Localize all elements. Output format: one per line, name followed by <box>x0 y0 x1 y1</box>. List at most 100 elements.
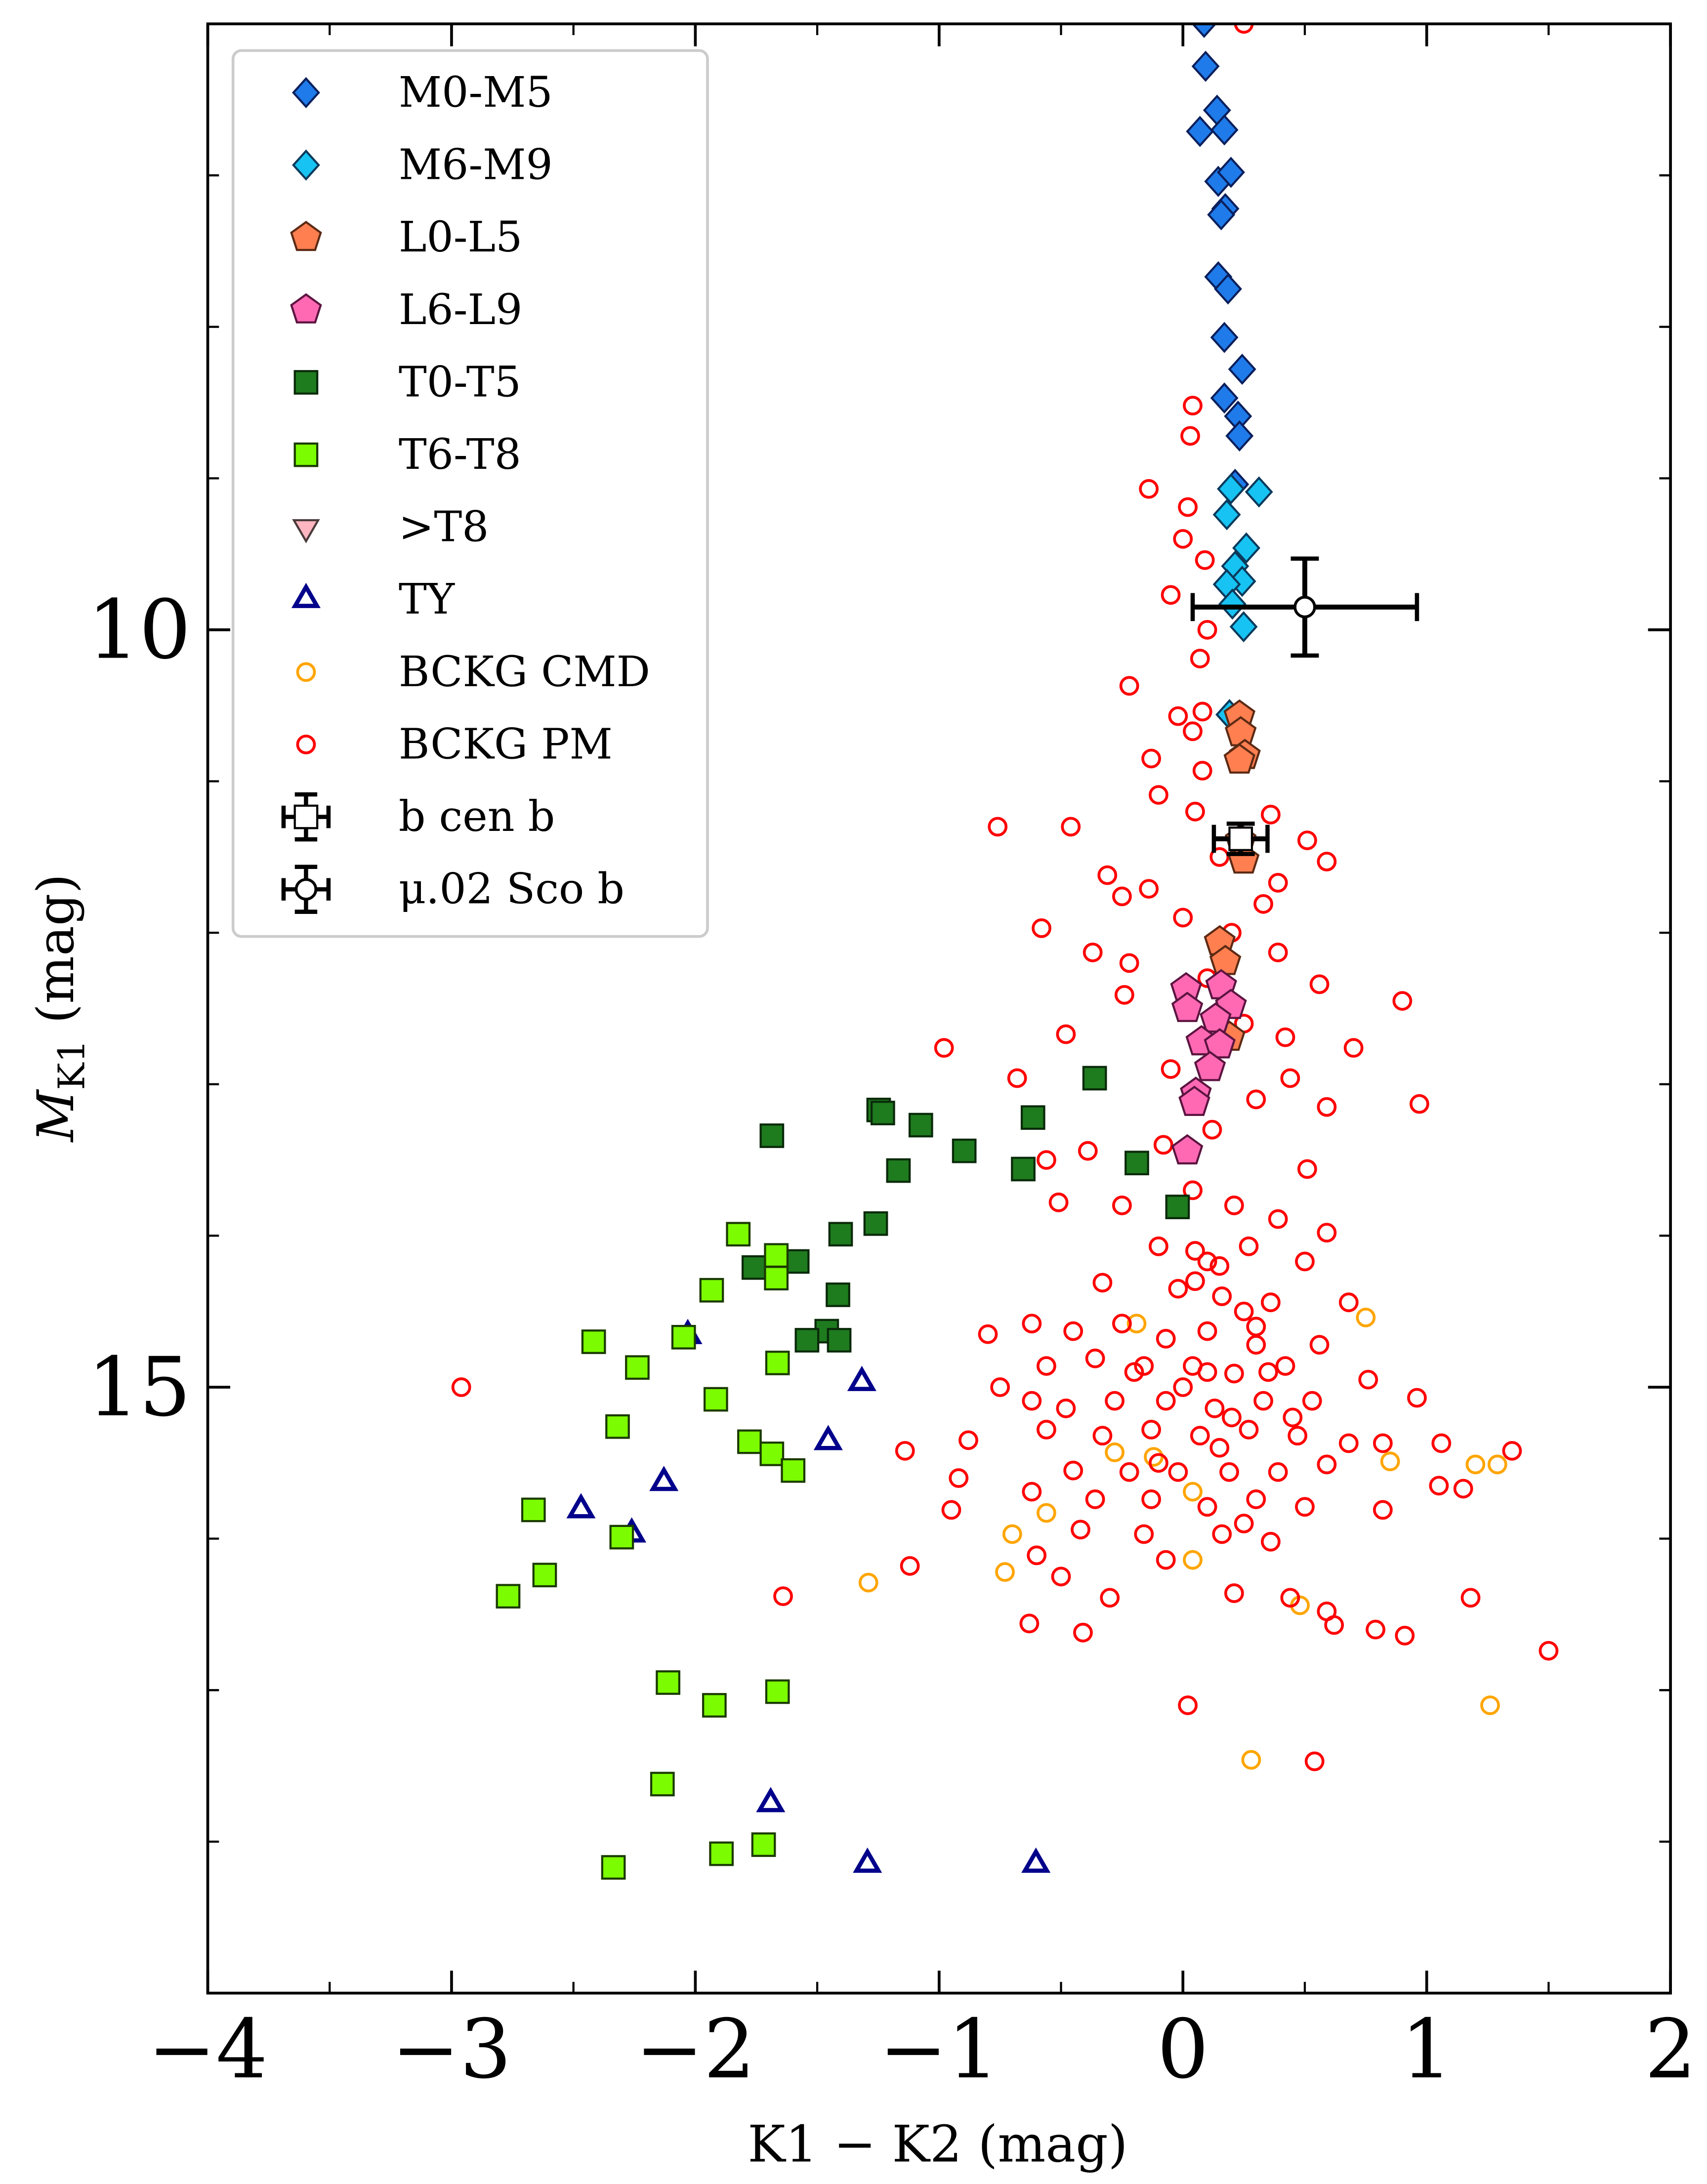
point <box>1460 1588 1481 1608</box>
point <box>765 1679 790 1704</box>
point <box>1407 1388 1427 1408</box>
point <box>1168 706 1188 726</box>
point <box>1373 1433 1393 1453</box>
point <box>781 1458 806 1483</box>
legend-marker <box>290 220 322 251</box>
point <box>1197 619 1217 640</box>
point <box>1061 817 1081 837</box>
point <box>1239 1236 1259 1256</box>
point <box>625 1355 650 1380</box>
point <box>1020 1105 1045 1130</box>
point <box>1224 1195 1244 1215</box>
point <box>1105 1391 1124 1411</box>
legend-marker <box>292 519 320 543</box>
point <box>1002 1524 1022 1544</box>
point <box>1224 1583 1244 1603</box>
point <box>1465 1454 1486 1475</box>
point <box>1149 1453 1168 1473</box>
point <box>1229 611 1258 643</box>
point <box>1453 1479 1473 1499</box>
point <box>1112 1314 1132 1334</box>
point <box>1191 50 1220 82</box>
point <box>1178 1695 1198 1715</box>
point <box>709 1841 734 1866</box>
point <box>1183 396 1203 415</box>
point <box>737 1429 762 1454</box>
point <box>1210 322 1239 353</box>
point <box>1253 1391 1273 1411</box>
point <box>702 1693 727 1718</box>
point <box>1183 1550 1203 1570</box>
point <box>1280 1588 1300 1608</box>
point <box>1409 1094 1429 1114</box>
point <box>1105 1442 1124 1462</box>
legend-marker <box>296 735 316 754</box>
point <box>609 1525 634 1550</box>
point <box>496 1584 521 1609</box>
x-tick-label: 2 <box>1645 2002 1697 2097</box>
point <box>1144 1447 1164 1467</box>
point <box>759 1123 785 1148</box>
point <box>1183 1482 1203 1502</box>
point <box>649 1466 679 1491</box>
y-tick-label: 15 <box>87 1340 191 1435</box>
point <box>1011 1156 1036 1182</box>
point <box>1185 1241 1205 1261</box>
legend-label: T0-T5 <box>399 358 521 407</box>
point <box>1502 1441 1522 1461</box>
y-label-unit: (mag) <box>27 874 85 1040</box>
point <box>1171 1134 1204 1165</box>
legend-label: b cen b <box>399 792 555 841</box>
point <box>1195 550 1215 570</box>
point <box>1092 1426 1113 1446</box>
point <box>1192 701 1212 722</box>
point <box>1056 1024 1076 1044</box>
point <box>1309 1335 1330 1355</box>
point <box>1141 1489 1161 1509</box>
legend-label: M6-M9 <box>399 141 553 190</box>
point <box>1212 499 1241 531</box>
point <box>1114 985 1134 1005</box>
point <box>773 1586 793 1607</box>
point <box>908 1113 933 1138</box>
point <box>1191 24 1217 38</box>
point <box>1302 1391 1322 1411</box>
legend-label: M0-M5 <box>399 68 553 117</box>
point <box>1268 1209 1288 1229</box>
point <box>1268 1462 1288 1482</box>
point <box>1209 1438 1230 1458</box>
point <box>1217 473 1245 505</box>
plot-area <box>451 24 1559 1880</box>
point <box>886 1158 911 1183</box>
point <box>1268 873 1288 893</box>
point <box>1395 1626 1415 1646</box>
x-axis-label: K1 − K2 (mag) <box>748 2115 1127 2174</box>
point <box>1037 1150 1056 1170</box>
point <box>1119 953 1139 973</box>
point <box>828 1222 853 1247</box>
point <box>1246 1317 1266 1337</box>
point <box>1429 1476 1449 1496</box>
point <box>1139 879 1159 899</box>
point <box>1185 801 1205 822</box>
point <box>1085 1348 1105 1368</box>
point <box>1480 1695 1500 1715</box>
point <box>1119 1462 1139 1482</box>
point <box>1197 1497 1217 1517</box>
point <box>1063 1321 1083 1341</box>
point <box>1183 1180 1203 1200</box>
point <box>1260 1531 1281 1552</box>
point <box>751 1832 776 1857</box>
point <box>1134 1524 1154 1544</box>
point <box>1112 1195 1132 1215</box>
point <box>1209 847 1230 867</box>
legend-label: L0-L5 <box>399 213 522 262</box>
point <box>949 1468 969 1488</box>
legend-label: BCKG PM <box>399 720 613 769</box>
point <box>1078 1141 1098 1161</box>
point <box>703 1387 728 1412</box>
point <box>1141 1420 1161 1440</box>
point <box>1304 1751 1325 1772</box>
point <box>759 1442 785 1466</box>
